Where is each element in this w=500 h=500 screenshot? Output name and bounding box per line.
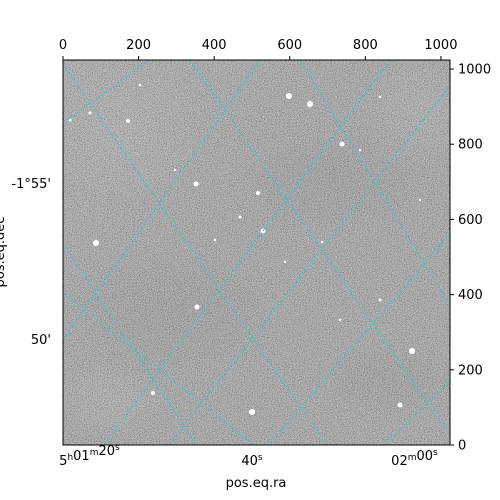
star <box>193 181 199 187</box>
grid-line <box>63 63 328 445</box>
grid-line <box>103 60 391 445</box>
x-tick-label: 200 <box>126 38 151 53</box>
star <box>286 93 292 99</box>
star <box>138 83 142 87</box>
grid-line <box>63 243 198 445</box>
star <box>358 148 362 152</box>
ra-tick-label: 40s <box>241 453 263 469</box>
star <box>339 141 345 147</box>
grid-line <box>168 84 450 445</box>
ra-tick-label: 5h01m20s <box>59 443 120 469</box>
x-tick-label: 1000 <box>424 38 457 53</box>
star <box>213 238 217 242</box>
star <box>418 198 422 202</box>
y-tick-label: 800 <box>458 138 483 153</box>
star <box>151 391 155 395</box>
x-tick-label: 0 <box>59 38 67 53</box>
star <box>283 260 287 264</box>
star-field <box>68 83 422 415</box>
ra-axis: 5h01m20s 40s 02m00s <box>59 443 438 469</box>
y-axis-title: pos.eq.dec <box>0 217 8 288</box>
y-tick-label: 400 <box>458 288 483 303</box>
star <box>256 191 260 195</box>
grid-line <box>267 232 450 445</box>
star <box>173 168 177 172</box>
star <box>397 402 403 408</box>
grid-line <box>189 60 450 437</box>
plot-frame <box>62 59 451 446</box>
grid-line <box>299 60 450 307</box>
y-tick-label: 200 <box>458 363 483 378</box>
dec-tick-label: -1°55' <box>11 177 51 192</box>
x-tick-label: 600 <box>277 38 302 53</box>
y-tick-label: 1000 <box>458 63 491 78</box>
star <box>126 119 130 123</box>
grid-line <box>63 60 261 341</box>
pixel-x-axis: 0 200 400 600 800 1000 <box>59 38 457 60</box>
sky-image <box>63 60 450 445</box>
star <box>378 298 382 302</box>
star <box>338 318 342 322</box>
grid-line <box>384 379 450 445</box>
star <box>320 240 324 244</box>
x-tick-label: 800 <box>353 38 378 53</box>
ra-tick-label: 02m00s <box>391 448 438 469</box>
pixel-y-axis: 0 200 400 600 800 1000 <box>450 63 491 454</box>
grid-line <box>63 291 255 445</box>
x-tick-label: 400 <box>202 38 227 53</box>
star <box>194 304 200 310</box>
star <box>93 240 99 246</box>
star <box>88 111 92 115</box>
coordinate-grid <box>63 60 450 445</box>
y-tick-label: 600 <box>458 213 483 228</box>
star <box>238 215 242 219</box>
star <box>249 409 255 415</box>
dec-tick-label: 50' <box>31 333 51 348</box>
star <box>378 95 382 99</box>
x-axis-title: pos.eq.ra <box>226 476 287 491</box>
dec-axis: -1°55' 50' <box>11 177 51 348</box>
star <box>307 101 313 107</box>
star <box>409 348 415 354</box>
y-tick-label: 0 <box>458 439 466 454</box>
